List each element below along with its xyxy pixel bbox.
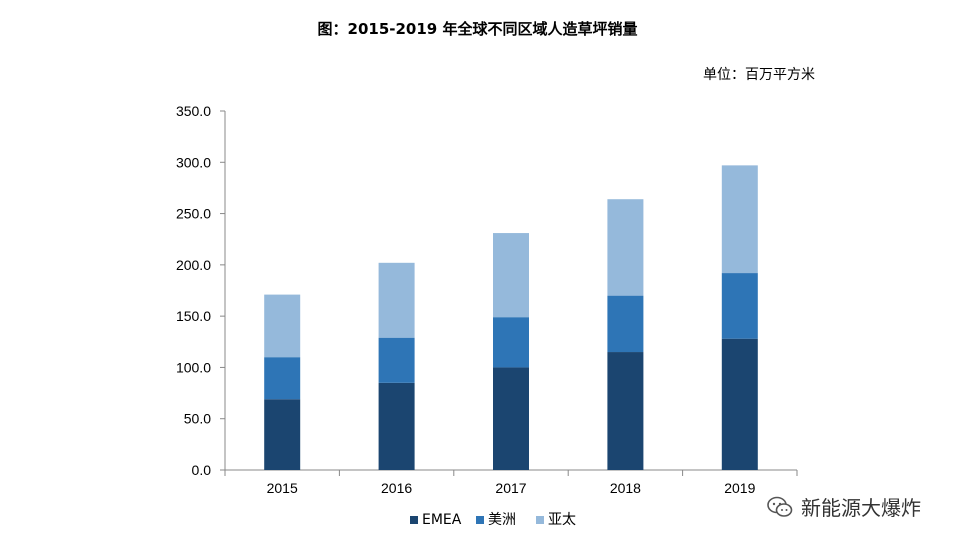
legend-swatch-亚太 xyxy=(536,516,544,524)
watermark-text: 新能源大爆炸 xyxy=(801,496,921,520)
y-tick-label: 200.0 xyxy=(176,257,211,273)
chart-title: 图：2015-2019 年全球不同区域人造草坪销量 xyxy=(317,20,638,38)
watermark: 新能源大爆炸 xyxy=(761,490,927,523)
y-tick-label: 50.0 xyxy=(184,411,211,427)
y-tick-label: 150.0 xyxy=(176,308,211,324)
x-tick-label: 2019 xyxy=(724,480,755,496)
bar-2017-美洲 xyxy=(493,317,529,368)
legend-swatch-美洲 xyxy=(476,516,484,524)
y-tick-label: 250.0 xyxy=(176,206,211,222)
legend-label: EMEA xyxy=(422,512,462,528)
wechat-icon xyxy=(767,496,793,517)
bar-2016-美洲 xyxy=(378,337,415,383)
bar-2018-美洲 xyxy=(607,295,644,353)
x-tick-label: 2017 xyxy=(495,480,526,496)
bar-2016-亚太 xyxy=(378,262,415,338)
bar-2019-EMEA xyxy=(721,338,758,470)
x-tick-label: 2015 xyxy=(267,480,298,496)
bar-2019-亚太 xyxy=(721,165,758,274)
y-tick-label: 350.0 xyxy=(176,103,211,119)
y-tick-label: 0.0 xyxy=(192,462,212,478)
bar-2017-EMEA xyxy=(493,367,529,470)
x-tick-label: 2016 xyxy=(381,480,412,496)
bar-2015-亚太 xyxy=(264,294,301,358)
legend-swatch-EMEA xyxy=(410,516,418,524)
bar-2018-EMEA xyxy=(607,352,644,470)
x-tick-label: 2018 xyxy=(610,480,641,496)
bar-2015-美洲 xyxy=(264,357,301,400)
bar-2015-EMEA xyxy=(264,399,301,470)
unit-label: 单位：百万平方米 xyxy=(703,67,815,83)
y-tick-label: 300.0 xyxy=(176,154,211,170)
bar-2019-美洲 xyxy=(721,273,758,339)
legend-label: 亚太 xyxy=(548,512,576,528)
bar-2017-亚太 xyxy=(493,233,529,318)
bar-2018-亚太 xyxy=(607,199,644,296)
y-tick-label: 100.0 xyxy=(176,359,211,375)
bar-2016-EMEA xyxy=(378,382,415,470)
legend-label: 美洲 xyxy=(488,512,516,528)
